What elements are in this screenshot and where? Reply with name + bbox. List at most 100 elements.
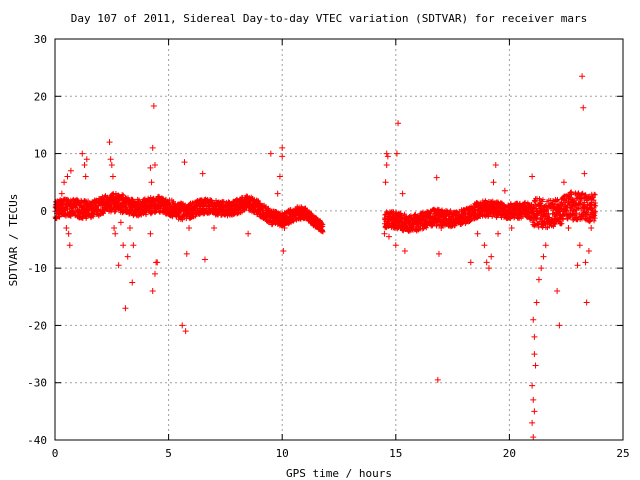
data-point	[554, 288, 561, 295]
chart-title: Day 107 of 2011, Sidereal Day-to-day VTE…	[71, 12, 588, 25]
data-point	[151, 162, 158, 169]
data-point	[181, 159, 188, 166]
y-tick-label: -40	[27, 434, 47, 447]
grid-lines	[55, 39, 623, 440]
data-point	[560, 179, 567, 186]
data-point	[474, 230, 481, 237]
data-point	[542, 242, 549, 249]
data-points	[52, 73, 599, 441]
data-point	[183, 250, 190, 257]
data-point	[149, 144, 156, 151]
data-point	[112, 230, 119, 237]
data-point	[65, 230, 72, 237]
data-point	[279, 153, 286, 160]
data-point	[64, 173, 71, 180]
x-tick-label: 20	[503, 447, 516, 460]
data-point	[485, 265, 492, 272]
data-point	[574, 262, 581, 269]
data-point	[481, 242, 488, 249]
y-tick-label: 20	[34, 90, 47, 103]
data-point	[106, 139, 113, 146]
axis-ticks: 0 5 10 15 20 25 30 20 10 0 -10 -20 -30 -40	[27, 33, 630, 460]
data-point	[382, 179, 389, 186]
data-point	[556, 322, 563, 329]
data-point	[126, 225, 133, 232]
data-point	[58, 190, 65, 197]
data-point	[279, 144, 286, 151]
data-point	[117, 219, 124, 226]
data-point	[122, 305, 129, 312]
data-point	[583, 299, 590, 306]
data-point	[163, 196, 169, 202]
data-point	[152, 209, 158, 215]
data-point	[119, 192, 125, 198]
data-point	[148, 179, 155, 186]
data-point	[124, 253, 131, 260]
y-tick-label: -20	[27, 319, 47, 332]
data-point	[530, 434, 537, 441]
data-point	[532, 362, 539, 369]
data-point	[540, 253, 547, 260]
data-point	[535, 276, 542, 283]
data-point	[401, 247, 408, 254]
data-point	[383, 162, 390, 169]
data-point	[151, 270, 158, 277]
data-point	[108, 162, 115, 169]
data-point	[107, 156, 114, 163]
x-tick-label: 0	[52, 447, 59, 460]
data-point	[115, 262, 122, 269]
data-point	[201, 256, 208, 263]
data-point	[538, 265, 545, 272]
data-point	[182, 328, 189, 335]
y-tick-label: -30	[27, 377, 47, 390]
data-point	[267, 150, 274, 157]
data-point	[433, 174, 440, 181]
data-point	[530, 396, 537, 403]
data-point	[109, 173, 116, 180]
data-point	[533, 299, 540, 306]
data-point	[61, 179, 68, 186]
data-point	[81, 162, 88, 169]
data-point	[186, 225, 193, 232]
data-point	[529, 173, 536, 180]
y-tick-label: 10	[34, 148, 47, 161]
data-point	[529, 419, 536, 426]
data-point	[245, 230, 252, 237]
data-point	[392, 242, 399, 249]
data-point	[588, 225, 595, 232]
data-point	[490, 179, 497, 186]
data-point	[104, 206, 110, 212]
data-point	[129, 279, 136, 286]
data-point	[495, 230, 502, 237]
data-point	[280, 247, 287, 254]
data-point	[82, 173, 89, 180]
data-point	[199, 170, 206, 177]
y-axis-label: SDTVAR / TECUs	[7, 194, 20, 287]
data-point	[130, 242, 137, 249]
data-point	[582, 259, 589, 266]
data-point	[434, 376, 441, 383]
y-tick-label: 30	[34, 33, 47, 46]
data-point	[384, 153, 391, 160]
data-point	[63, 225, 70, 232]
data-point	[79, 150, 86, 157]
data-point	[585, 247, 592, 254]
data-point	[111, 225, 118, 232]
data-point	[381, 230, 388, 237]
x-tick-label: 25	[616, 447, 629, 460]
data-point	[179, 322, 186, 329]
data-point	[435, 250, 442, 257]
data-point	[531, 351, 538, 358]
data-point	[531, 408, 538, 415]
data-point	[501, 187, 508, 194]
data-point	[120, 242, 127, 249]
x-tick-label: 15	[389, 447, 402, 460]
data-point	[147, 230, 154, 237]
data-point	[530, 316, 537, 323]
data-point	[154, 259, 161, 266]
data-point	[529, 382, 536, 389]
data-point	[147, 164, 154, 171]
x-tick-label: 10	[276, 447, 289, 460]
x-tick-label: 5	[165, 447, 172, 460]
